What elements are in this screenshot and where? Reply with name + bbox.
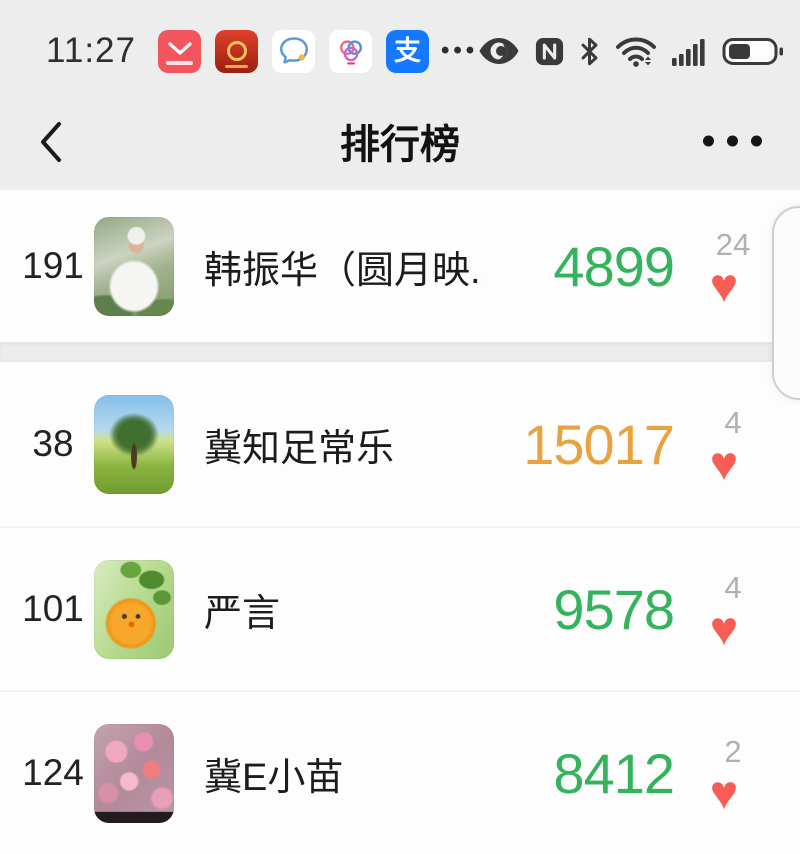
dot-icon [703,135,714,147]
heart-icon[interactable]: ♥ [709,259,739,313]
back-button[interactable] [26,114,76,170]
avatar [94,394,174,494]
score-value: 4899 [553,234,675,298]
more-notifications-indicator: ••• [441,37,479,64]
list-item[interactable]: 38 冀知足常乐 15017 4 ♥ [0,362,800,526]
dot-icon [727,135,738,147]
score-value: 15017 [523,412,675,476]
like-count: 24 [715,226,751,262]
list-item[interactable]: 124 冀E小苗 8412 2 ♥ [0,690,800,854]
user-name: 严言 [204,592,281,635]
rank-number: 191 [22,245,84,286]
list-item[interactable]: 101 严言 9578 4 ♥ [0,526,800,690]
section-divider [0,342,800,362]
dot-icon [751,135,762,147]
ranking-list: 191 韩振华（圆月映... 4899 24 ♥ 38 冀知足常乐 15017 … [0,190,800,854]
media-app-icon [329,29,372,73]
user-name: 韩振华（圆月映... [204,249,484,292]
bank-app-icon [215,29,258,73]
nav-bar: 排行榜 [0,92,800,190]
battery-icon [722,37,784,65]
likes-column: 24 ♥ [674,223,774,313]
messenger-app-icon [272,29,315,73]
heart-icon[interactable]: ♥ [709,602,739,656]
scrollbar-thumb[interactable] [772,206,800,400]
nfc-icon [536,37,564,65]
score-value: 9578 [553,577,675,641]
score-value: 8412 [553,741,675,805]
likes-column: 4 ♥ [674,401,774,491]
rank-number: 124 [22,752,84,793]
likes-column: 2 ♥ [674,730,774,820]
rank-number: 38 [32,423,74,464]
bluetooth-icon [581,37,598,65]
rank-number: 101 [22,588,84,629]
likes-column: 4 ♥ [674,566,774,656]
alipay-glyph: 支 [394,35,421,66]
heart-icon[interactable]: ♥ [709,437,739,491]
page-title: 排行榜 [340,123,460,167]
alipay-app-icon: 支 [386,29,429,73]
like-count: 4 [724,569,742,605]
eye-comfort-icon [479,38,519,64]
notification-app-icons: 支 [158,29,429,73]
back-chevron-icon [41,122,61,162]
system-status-icons [478,35,784,67]
status-bar: 11:27 支 ••• [0,0,800,92]
like-count: 2 [724,733,742,769]
like-count: 4 [724,404,742,440]
heart-icon[interactable]: ♥ [709,766,739,820]
more-menu-button[interactable] [703,126,762,157]
user-name: 冀知足常乐 [204,427,395,470]
wifi-icon [616,37,657,67]
avatar [94,559,174,659]
mail-app-icon [158,29,201,73]
avatar [94,216,174,316]
list-item[interactable]: 191 韩振华（圆月映... 4899 24 ♥ [0,190,800,342]
signal-strength-icon [672,38,705,66]
avatar [94,723,174,823]
user-name: 冀E小苗 [204,756,344,799]
clock: 11:27 [46,31,136,70]
